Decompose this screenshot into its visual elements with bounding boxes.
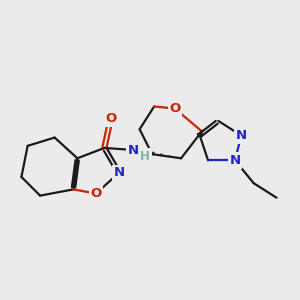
- Polygon shape: [197, 131, 203, 137]
- Text: O: O: [169, 102, 181, 115]
- Text: N: N: [128, 143, 139, 157]
- Text: N: N: [230, 154, 241, 167]
- Text: O: O: [105, 112, 116, 125]
- Text: N: N: [113, 166, 124, 179]
- Text: H: H: [140, 150, 150, 163]
- Text: O: O: [91, 187, 102, 200]
- Text: N: N: [236, 129, 247, 142]
